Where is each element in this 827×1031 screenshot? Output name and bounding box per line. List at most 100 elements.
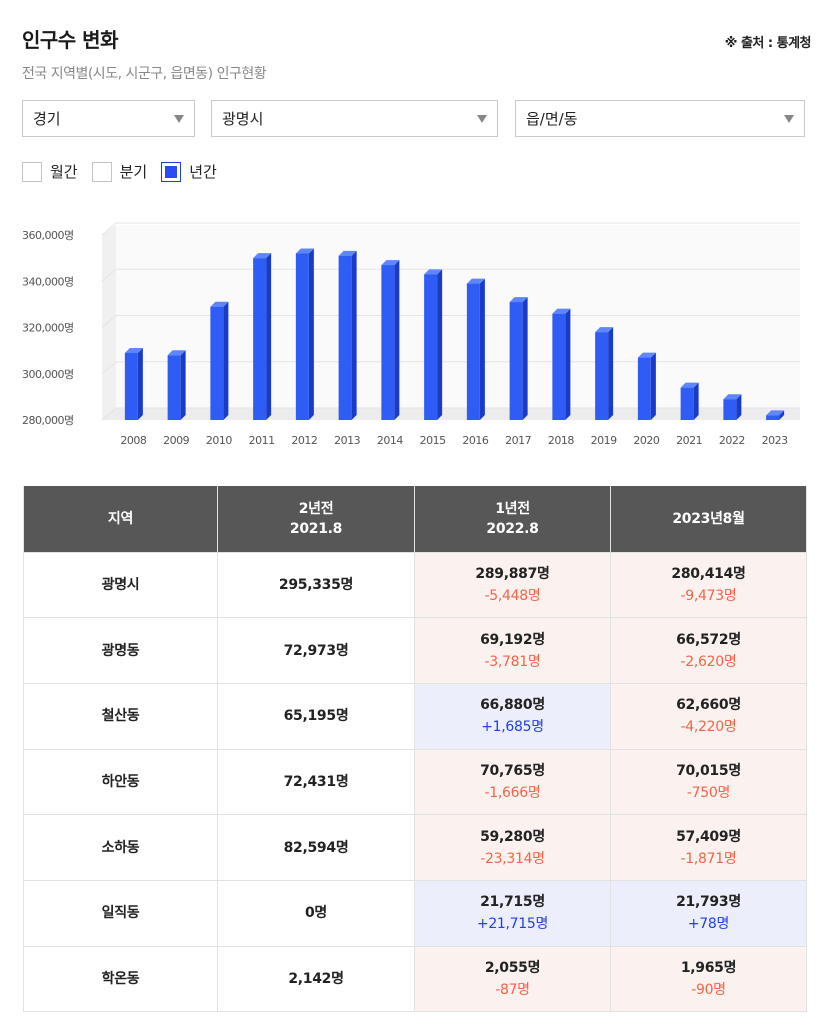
table-row: 광명동 72,973명 69,192명 -3,781명 66,572명 -2,620명: [23, 617, 807, 684]
bar-side: [479, 278, 485, 420]
period-checkbox-yearly[interactable]: [161, 161, 182, 182]
bar-top: [210, 301, 229, 307]
bar: [680, 387, 694, 420]
table-row: 소하동 82,594명 59,280명 -23,314명 57,409명 -1,871명: [23, 814, 807, 881]
cell-2yr-ago: 72,431명: [217, 748, 415, 816]
cell-region: 하안동: [23, 748, 218, 816]
col-header-region: 지역: [23, 486, 218, 553]
bar-top: [466, 278, 485, 284]
change-value: -23,314명: [480, 850, 545, 867]
bar: [766, 415, 780, 420]
cell-current: 1,965명 -90명: [610, 945, 807, 1013]
sigungu-select[interactable]: 광명시: [211, 100, 498, 137]
value: 1,965명: [680, 959, 737, 976]
value: 280,414명: [671, 565, 746, 582]
bar: [381, 265, 395, 420]
period-checkbox-quarterly[interactable]: [91, 161, 112, 182]
x-tick-label: 2011: [249, 434, 275, 447]
cell-2yr-ago: 295,335명: [217, 551, 415, 619]
change-value: -750명: [686, 784, 731, 801]
cell-region: 학온동: [23, 945, 218, 1013]
bar-side: [565, 308, 571, 420]
bar-top: [509, 297, 528, 303]
value: 57,409명: [676, 828, 741, 845]
sido-select[interactable]: 경기: [22, 100, 195, 137]
value: 59,280명: [480, 828, 545, 845]
bar-top: [680, 382, 699, 388]
bar: [124, 352, 138, 420]
value: 2,055명: [484, 959, 541, 976]
bar-top: [338, 250, 357, 256]
cell-current: 70,015명 -750명: [610, 748, 807, 816]
bar: [466, 283, 480, 420]
x-tick-label: 2023: [762, 434, 788, 447]
x-tick-label: 2021: [676, 434, 702, 447]
bar-side: [180, 350, 186, 420]
bar: [253, 258, 267, 420]
value: 21,793명: [676, 894, 741, 911]
period-options: 월간 분기 년간: [22, 161, 231, 182]
cell-1yr-ago: 59,280명 -23,314명: [414, 814, 611, 881]
bar-top: [167, 350, 186, 356]
bar-top: [552, 308, 571, 314]
chevron-down-icon: [784, 114, 794, 123]
period-checkbox-monthly[interactable]: [22, 161, 42, 182]
bar-side: [437, 269, 443, 420]
cell-1yr-ago: 289,887명 -5,448명: [414, 551, 611, 619]
x-tick-label: 2016: [462, 434, 488, 447]
x-tick-label: 2015: [420, 434, 446, 447]
x-tick-label: 2017: [505, 434, 531, 447]
value: 66,880명: [480, 697, 545, 714]
cell-region: 광명시: [23, 551, 218, 619]
change-value: -1,871명: [680, 850, 737, 867]
bar-side: [137, 347, 143, 420]
value: 62,660명: [676, 697, 741, 714]
change-value: -5,448명: [484, 587, 541, 604]
bar-side: [223, 301, 229, 420]
eupmyeondong-select[interactable]: 읍/면/동: [515, 100, 805, 137]
change-value: -4,220명: [680, 719, 737, 736]
value: 21,715명: [480, 894, 545, 911]
cell-region: 소하동: [23, 814, 218, 881]
change-value: -1,666명: [484, 784, 541, 801]
bar-top: [637, 352, 656, 358]
period-option-yearly[interactable]: 년간: [161, 161, 217, 182]
cell-region: 철산동: [23, 682, 218, 750]
bar-top: [381, 260, 400, 266]
bar: [552, 313, 566, 420]
period-label-monthly: 월간: [50, 163, 78, 181]
bar-top: [124, 347, 143, 353]
x-tick-label: 2012: [291, 434, 317, 447]
period-option-quarterly[interactable]: 분기: [91, 161, 148, 182]
cell-region: 광명동: [23, 617, 218, 684]
bar: [637, 357, 651, 420]
period-option-monthly[interactable]: 월간: [22, 161, 78, 182]
bar-side: [608, 327, 614, 420]
x-tick-label: 2018: [548, 434, 574, 447]
cell-current: 62,660명 -4,220명: [610, 682, 807, 750]
value: 70,015명: [676, 762, 741, 779]
period-label-quarterly: 분기: [119, 163, 148, 181]
page-subtitle: 전국 지역별(시도, 시군구, 읍면동) 인구현황: [22, 66, 267, 82]
bar: [338, 255, 352, 420]
x-tick-label: 2014: [377, 434, 403, 447]
bar-top: [295, 248, 314, 254]
bar-top: [766, 410, 785, 416]
bar-side: [650, 352, 656, 420]
change-value: +78명: [687, 916, 730, 933]
col-header-current: 2023년8월: [610, 486, 807, 553]
x-tick-label: 2013: [334, 434, 360, 447]
bar: [424, 274, 438, 420]
bar: [295, 253, 309, 420]
table-row: 광명시 295,335명 289,887명 -5,448명 280,414명 -9,473…: [23, 551, 807, 619]
cell-2yr-ago: 0명: [217, 879, 415, 947]
chevron-down-icon: [477, 114, 487, 123]
bar-side: [394, 260, 400, 420]
y-tick-label: 360,000명: [22, 229, 74, 242]
change-value: -3,781명: [484, 653, 541, 670]
cell-2yr-ago: 2,142명: [217, 945, 415, 1013]
y-tick-label: 280,000명: [22, 414, 74, 427]
cell-region: 일직동: [23, 879, 218, 947]
cell-1yr-ago: 2,055명 -87명: [414, 945, 611, 1013]
bar-side: [351, 250, 357, 420]
